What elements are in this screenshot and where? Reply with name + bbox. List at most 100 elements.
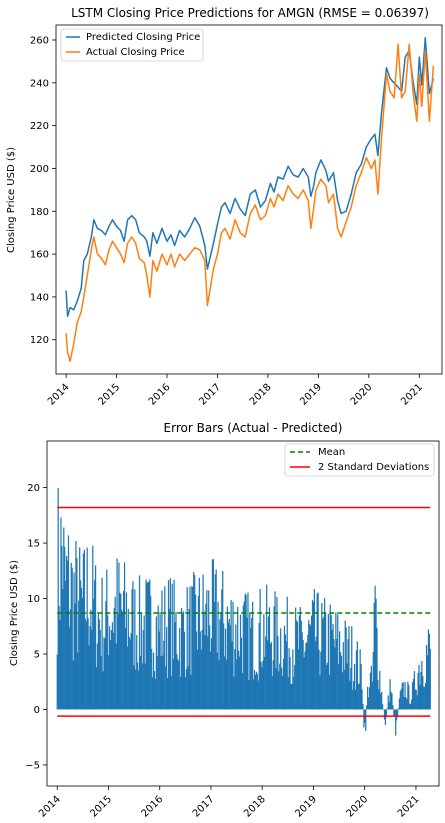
- error-bar: [279, 663, 281, 710]
- error-bar: [288, 648, 290, 710]
- error-bar: [223, 656, 226, 710]
- error-bar: [196, 649, 199, 710]
- error-bar: [422, 676, 424, 710]
- error-bar: [135, 669, 137, 710]
- error-bar: [142, 630, 144, 710]
- error-bar: [418, 664, 420, 710]
- error-bar: [238, 650, 240, 710]
- error-bar: [329, 604, 331, 710]
- error-bar: [253, 669, 256, 710]
- error-bar: [341, 672, 344, 710]
- error-bar: [198, 577, 200, 710]
- error-bar: [212, 559, 214, 710]
- error-bar: [122, 612, 124, 710]
- error-bar: [63, 527, 65, 710]
- error-bar: [312, 602, 315, 710]
- error-bar: [277, 635, 279, 710]
- error-bar: [128, 636, 130, 710]
- error-bar: [64, 546, 66, 710]
- error-bar: [427, 629, 430, 710]
- error-bar: [275, 668, 277, 710]
- error-bar: [352, 689, 354, 710]
- y-tick-label: 240: [30, 78, 49, 89]
- error-bar: [385, 709, 387, 718]
- error-bar: [381, 704, 384, 710]
- error-bar: [376, 627, 378, 710]
- error-bar: [99, 629, 101, 710]
- error-bar: [96, 643, 99, 710]
- error-bar: [281, 676, 284, 710]
- error-bar: [203, 611, 205, 710]
- error-bar: [131, 589, 133, 710]
- error-bar: [235, 624, 237, 710]
- error-bar: [314, 641, 316, 710]
- error-bar: [311, 599, 314, 710]
- error-bar: [238, 656, 241, 710]
- error-bar: [395, 709, 397, 736]
- error-bar: [123, 562, 126, 710]
- error-bar: [362, 704, 364, 710]
- error-bar: [224, 628, 227, 710]
- error-bar: [423, 686, 425, 710]
- error-reference-lines: [57, 506, 431, 717]
- error-bar: [100, 655, 102, 710]
- price-y-ticks: 120 140 160 180 200 220 240 260: [30, 35, 56, 346]
- error-bar: [76, 557, 78, 710]
- error-bar: [102, 671, 104, 710]
- error-y-ticks: −5 0 5 10 15 20: [25, 483, 47, 771]
- error-bar: [349, 680, 351, 710]
- error-bar: [401, 683, 403, 710]
- error-bar: [425, 682, 427, 710]
- error-bar: [190, 674, 192, 710]
- error-bar: [268, 607, 271, 710]
- error-bar: [269, 643, 272, 710]
- error-bar: [133, 665, 135, 710]
- error-bar: [171, 583, 173, 710]
- error-bar: [125, 592, 128, 710]
- error-bar: [286, 596, 288, 710]
- error-bar: [75, 541, 77, 710]
- error-bar: [59, 620, 61, 710]
- error-bar: [148, 581, 150, 710]
- error-bar: [249, 612, 251, 710]
- error-bar: [145, 579, 147, 710]
- error-bar: [89, 626, 91, 710]
- error-bar: [180, 607, 183, 710]
- error-bar: [290, 683, 292, 710]
- error-bar: [234, 648, 236, 710]
- error-bar: [151, 648, 153, 710]
- error-bar: [108, 655, 110, 710]
- error-bar: [103, 637, 105, 710]
- error-bar: [157, 605, 159, 710]
- error-bar: [370, 665, 372, 710]
- error-bar: [307, 634, 309, 710]
- error-bar: [282, 658, 285, 710]
- error-bar: [95, 667, 98, 710]
- error-bar: [184, 677, 186, 710]
- error-bar: [310, 625, 312, 710]
- error-bar: [179, 627, 181, 710]
- error-bar: [344, 620, 346, 710]
- error-bar: [356, 641, 358, 710]
- error-bar: [111, 622, 114, 710]
- error-bar: [419, 684, 421, 710]
- error-bar: [211, 559, 214, 710]
- error-bar: [378, 689, 380, 710]
- error-bar: [117, 614, 119, 710]
- error-bar: [108, 626, 111, 710]
- error-bar: [221, 589, 223, 710]
- error-bar: [251, 618, 253, 710]
- error-bar: [57, 488, 59, 710]
- error-bar: [384, 709, 387, 725]
- error-bar: [225, 659, 228, 710]
- error-bar: [258, 622, 260, 710]
- error-bar: [172, 659, 174, 710]
- error-bar: [262, 660, 264, 710]
- error-bar: [70, 562, 72, 710]
- error-bar: [201, 629, 203, 710]
- y-tick-label: 140: [30, 292, 49, 303]
- error-bar: [386, 708, 388, 710]
- error-bar: [248, 679, 250, 710]
- error-bar: [271, 675, 273, 710]
- error-bar: [366, 705, 368, 710]
